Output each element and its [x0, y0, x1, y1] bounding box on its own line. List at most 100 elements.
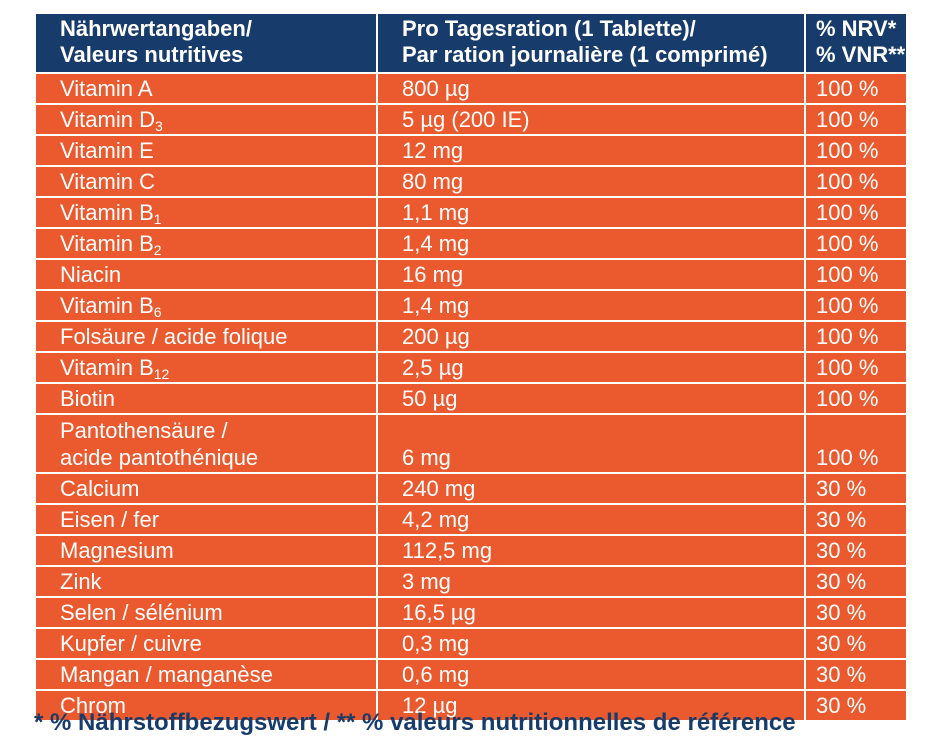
nutrient-name-cell: Vitamin B2	[34, 227, 378, 260]
table-row: Vitamin D3 5 µg (200 IE) 100 %	[34, 103, 908, 136]
nutrient-name-cell: Magnesium	[34, 534, 378, 567]
amount-cell: 112,5 mg	[376, 534, 806, 567]
nutrient-subscript: 2	[153, 242, 162, 258]
amount-cell: 50 µg	[376, 382, 806, 415]
table-row: Vitamin B2 1,4 mg 100 %	[34, 227, 908, 260]
nrv-cell: 100 %	[804, 165, 908, 198]
amount-cell: 80 mg	[376, 165, 806, 198]
table-row: Zink 3 mg 30 %	[34, 565, 908, 598]
nrv-cell: 30 %	[804, 472, 908, 505]
nutrient-name-cell: Vitamin E	[34, 134, 378, 167]
table-header-row: Nährwertangaben/ Valeurs nutritives Pro …	[34, 12, 908, 74]
nutrient-name: Magnesium	[60, 538, 174, 563]
table-row: Vitamin B6 1,4 mg 100 %	[34, 289, 908, 322]
table-row: Vitamin A 800 µg 100 %	[34, 72, 908, 105]
amount-cell: 0,6 mg	[376, 658, 806, 691]
nutrient-name: Vitamin E	[60, 138, 154, 163]
table-row: Vitamin C 80 mg 100 %	[34, 165, 908, 198]
table-row: Calcium 240 mg 30 %	[34, 472, 908, 505]
table-row: Folsäure / acide folique 200 µg 100 %	[34, 320, 908, 353]
footnote: * % Nährstoffbezugswert / ** % valeurs n…	[34, 709, 796, 736]
nrv-cell: 100 %	[804, 227, 908, 260]
nutrient-name: Vitamin C	[60, 169, 155, 194]
header-amount: Pro Tagesration (1 Tablette)/ Par ration…	[376, 12, 806, 74]
header-nrv-fr: % VNR**	[816, 42, 906, 67]
nutrient-name-line2: acide pantothénique	[60, 445, 259, 470]
nutrient-name-cell: Calcium	[34, 472, 378, 505]
nutrient-subscript: 3	[154, 118, 163, 134]
nutrient-subscript: 12	[153, 366, 170, 382]
amount-cell: 16,5 µg	[376, 596, 806, 629]
amount-cell: 4,2 mg	[376, 503, 806, 536]
nutrient-name-cell: Folsäure / acide folique	[34, 320, 378, 353]
nutrient-name-cell: Biotin	[34, 382, 378, 415]
amount-cell: 240 mg	[376, 472, 806, 505]
nutrient-name: Kupfer / cuivre	[60, 631, 202, 656]
amount-cell: 200 µg	[376, 320, 806, 353]
nrv-cell: 30 %	[804, 658, 908, 691]
nrv-cell: 100 %	[804, 289, 908, 322]
table-row: Vitamin B1 1,1 mg 100 %	[34, 196, 908, 229]
nutrient-name: Vitamin B	[60, 200, 154, 225]
header-nrv-de: % NRV*	[816, 16, 897, 41]
table-row: Eisen / fer 4,2 mg 30 %	[34, 503, 908, 536]
nutrient-name: Zink	[60, 569, 102, 594]
nutrient-name: Folsäure / acide folique	[60, 324, 288, 349]
amount-cell: 800 µg	[376, 72, 806, 105]
nutrient-name: Calcium	[60, 476, 140, 501]
amount-cell: 0,3 mg	[376, 627, 806, 660]
amount-cell: 1,1 mg	[376, 196, 806, 229]
nutrient-name-cell: Vitamin B1	[34, 196, 378, 229]
nrv-cell: 100 %	[804, 196, 908, 229]
amount-cell: 1,4 mg	[376, 227, 806, 260]
table-row: Biotin 50 µg 100 %	[34, 382, 908, 415]
nutrient-name-cell: Chrom	[34, 689, 378, 722]
nrv-cell: 100 %	[804, 413, 908, 474]
header-nrv: % NRV* % VNR**	[804, 12, 908, 74]
nutrient-name-cell: Mangan / manganèse	[34, 658, 378, 691]
table-row: Mangan / manganèse 0,6 mg 30 %	[34, 658, 908, 691]
nutrient-subscript: 6	[153, 304, 162, 320]
nrv-cell: 100 %	[804, 320, 908, 353]
nutrient-name-cell: Vitamin D3	[34, 103, 378, 136]
nrv-cell: 30 %	[804, 565, 908, 598]
nrv-cell: 30 %	[804, 534, 908, 567]
table-row: Vitamin E 12 mg 100 %	[34, 134, 908, 167]
nutrient-name: Niacin	[60, 262, 122, 287]
header-nutrient: Nährwertangaben/ Valeurs nutritives	[34, 12, 378, 74]
nrv-cell: 100 %	[804, 258, 908, 291]
nutrient-name-cell: Zink	[34, 565, 378, 598]
amount-cell: 2,5 µg	[376, 351, 806, 384]
nutrient-name: Chrom	[60, 693, 127, 718]
nutrient-name: Pantothensäure /	[60, 418, 228, 443]
table-row: Kupfer / cuivre 0,3 mg 30 %	[34, 627, 908, 660]
nutrition-table-container: Nährwertangaben/ Valeurs nutritives Pro …	[34, 12, 908, 722]
amount-cell: 5 µg (200 IE)	[376, 103, 806, 136]
amount-cell: 12 mg	[376, 134, 806, 167]
nutrient-name: Mangan / manganèse	[60, 662, 273, 687]
amount-cell: 1,4 mg	[376, 289, 806, 322]
nutrient-name: Vitamin B	[60, 355, 154, 380]
nrv-cell: 100 %	[804, 134, 908, 167]
nutrient-name-cell: Vitamin C	[34, 165, 378, 198]
header-nutrient-fr: Valeurs nutritives	[60, 42, 244, 67]
table-row: Niacin 16 mg 100 %	[34, 258, 908, 291]
nutrient-name-cell: Eisen / fer	[34, 503, 378, 536]
header-amount-fr: Par ration journalière (1 comprimé)	[402, 42, 768, 67]
nutrient-name-cell: Vitamin B12	[34, 351, 378, 384]
nrv-cell: 30 %	[804, 596, 908, 629]
nutrient-name: Vitamin A	[60, 76, 153, 101]
nrv-cell: 30 %	[804, 503, 908, 536]
nrv-cell: 30 %	[804, 689, 908, 722]
nutrient-name: Vitamin B	[60, 231, 154, 256]
table-row: Pantothensäure / acide pantothénique 6 mg 1…	[34, 413, 908, 474]
nutrient-name-cell: Kupfer / cuivre	[34, 627, 378, 660]
amount-cell: 12 µg	[376, 689, 806, 722]
nutrient-name-cell: Vitamin A	[34, 72, 378, 105]
header-amount-de: Pro Tagesration (1 Tablette)/	[402, 16, 696, 41]
amount-cell: 16 mg	[376, 258, 806, 291]
nutrition-table: Nährwertangaben/ Valeurs nutritives Pro …	[34, 12, 908, 722]
nrv-cell: 100 %	[804, 72, 908, 105]
nutrient-name-cell: Niacin	[34, 258, 378, 291]
table-row: Selen / sélénium 16,5 µg 30 %	[34, 596, 908, 629]
